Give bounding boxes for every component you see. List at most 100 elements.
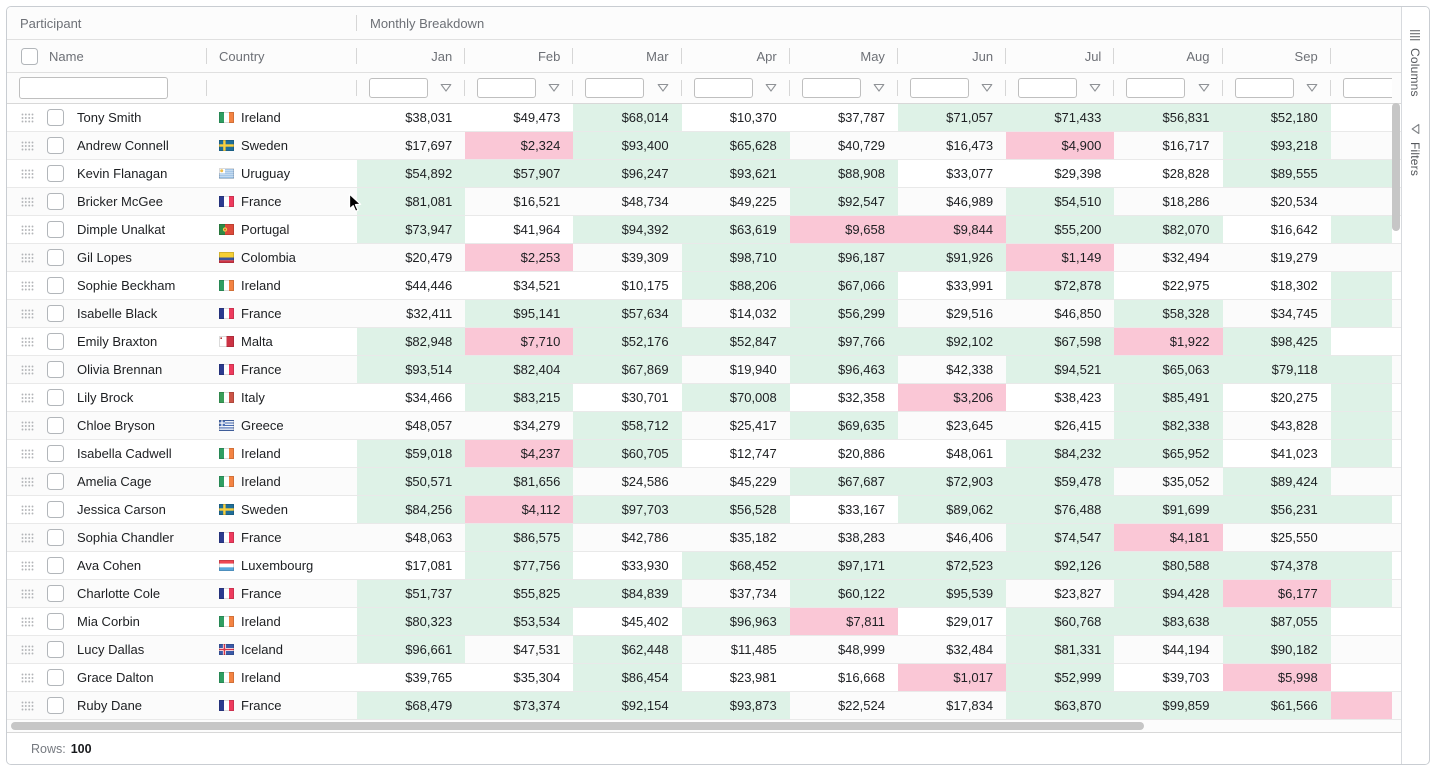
cell-apr[interactable]: $88,206 (681, 272, 790, 299)
cell-mar[interactable]: $33,930 (621, 558, 669, 573)
country-cell[interactable]: Italy (207, 384, 357, 411)
column-header-mar[interactable]: Mar (573, 40, 681, 72)
country-cell[interactable]: Iceland (207, 636, 357, 663)
cell-sep[interactable]: $18,302 (1270, 278, 1318, 293)
country-cell[interactable]: France (207, 580, 357, 607)
cell-mar[interactable]: $45,402 (621, 614, 669, 629)
column-header-aug[interactable]: Aug (1114, 40, 1222, 72)
row-checkbox[interactable] (47, 109, 64, 126)
cell-may[interactable]: $40,729 (837, 138, 885, 153)
cell-sep[interactable]: $98,425 (1222, 328, 1331, 355)
cell-apr[interactable]: $63,619 (681, 216, 790, 243)
cell-jul[interactable]: $52,999 (1006, 664, 1115, 691)
cell-jun[interactable]: $3,206 (897, 384, 1007, 411)
cell-jul[interactable]: $60,768 (1006, 608, 1115, 635)
cell-feb[interactable]: $77,756 (465, 552, 574, 579)
cell-aug[interactable]: $18,286 (1162, 194, 1210, 209)
cell-jun[interactable]: $42,338 (946, 362, 994, 377)
cell-feb[interactable]: $2,253 (465, 244, 574, 271)
tab-columns[interactable]: Columns (1408, 29, 1422, 97)
name-cell[interactable]: Charlotte Cole (7, 580, 207, 607)
country-cell[interactable]: Malta (207, 328, 357, 355)
cell-aug[interactable]: $80,588 (1114, 552, 1223, 579)
cell-feb[interactable]: $2,324 (465, 132, 574, 159)
row-drag-handle-icon[interactable] (21, 673, 34, 683)
cell-may[interactable]: $67,687 (789, 468, 898, 495)
cell-feb[interactable]: $53,534 (465, 608, 574, 635)
cell-apr[interactable]: $56,528 (681, 496, 790, 523)
cell-oct-partial[interactable] (1331, 468, 1392, 495)
row-checkbox[interactable] (47, 585, 64, 602)
row-drag-handle-icon[interactable] (21, 225, 34, 235)
cell-jan[interactable]: $96,661 (357, 636, 466, 663)
cell-aug[interactable]: $22,975 (1162, 278, 1210, 293)
cell-apr[interactable]: $37,734 (729, 586, 777, 601)
cell-sep[interactable]: $25,550 (1270, 530, 1318, 545)
filter-funnel-icon[interactable] (548, 83, 560, 93)
column-header-country[interactable]: Country (207, 40, 357, 72)
cell-may[interactable]: $88,908 (789, 160, 898, 187)
row-drag-handle-icon[interactable] (21, 365, 34, 375)
cell-feb[interactable]: $47,531 (513, 642, 561, 657)
cell-apr[interactable]: $93,621 (681, 160, 790, 187)
cell-jun[interactable]: $72,523 (897, 552, 1007, 579)
cell-jan[interactable]: $54,892 (357, 160, 466, 187)
cell-oct-partial[interactable] (1331, 328, 1392, 355)
row-checkbox[interactable] (47, 473, 64, 490)
cell-jun[interactable]: $72,903 (897, 468, 1007, 495)
filter-funnel-icon[interactable] (765, 83, 777, 93)
name-cell[interactable]: Olivia Brennan (7, 356, 207, 383)
cell-feb[interactable]: $55,825 (465, 580, 574, 607)
name-cell[interactable]: Grace Dalton (7, 664, 207, 691)
cell-may[interactable]: $32,358 (837, 390, 885, 405)
filter-funnel-icon[interactable] (1306, 83, 1318, 93)
country-cell[interactable]: France (207, 300, 357, 327)
select-all-checkbox[interactable] (21, 47, 38, 65)
cell-sep[interactable]: $19,279 (1270, 250, 1318, 265)
cell-jan[interactable]: $32,411 (406, 306, 453, 321)
cell-jan[interactable]: $59,018 (357, 440, 466, 467)
name-cell[interactable]: Sophia Chandler (7, 524, 207, 551)
cell-oct-partial[interactable] (1330, 216, 1392, 243)
cell-jan[interactable]: $51,737 (357, 580, 466, 607)
cell-aug[interactable]: $94,428 (1114, 580, 1223, 607)
column-header-sep[interactable]: Sep (1223, 40, 1331, 72)
cell-mar[interactable]: $86,454 (573, 664, 682, 691)
filter-funnel-icon[interactable] (873, 83, 885, 93)
cell-may[interactable]: $20,886 (837, 446, 885, 461)
cell-jul[interactable]: $26,415 (1054, 418, 1102, 433)
filter-funnel-icon[interactable] (981, 83, 993, 93)
cell-sep[interactable]: $87,055 (1222, 608, 1331, 635)
cell-jun[interactable]: $29,017 (946, 614, 994, 629)
name-cell[interactable]: Isabella Cadwell (7, 440, 207, 467)
cell-sep[interactable]: $20,534 (1270, 194, 1318, 209)
cell-may[interactable]: $97,171 (789, 552, 898, 579)
cell-jun[interactable]: $95,539 (897, 580, 1007, 607)
country-cell[interactable]: France (207, 356, 357, 383)
cell-feb[interactable]: $41,964 (513, 222, 561, 237)
row-checkbox[interactable] (47, 557, 64, 574)
tab-filters[interactable]: Filters (1408, 123, 1422, 176)
cell-jul[interactable]: $63,870 (1006, 692, 1115, 719)
oct-filter-input[interactable] (1342, 78, 1392, 98)
cell-feb[interactable]: $86,575 (465, 524, 574, 551)
cell-may[interactable]: $22,524 (837, 698, 885, 713)
cell-jan[interactable]: $17,081 (405, 558, 453, 573)
row-checkbox[interactable] (47, 669, 64, 686)
cell-aug[interactable]: $91,699 (1114, 496, 1223, 523)
cell-mar[interactable]: $93,400 (573, 132, 682, 159)
cell-oct-partial[interactable] (1330, 300, 1392, 327)
apr-filter-input[interactable] (693, 78, 753, 98)
country-cell[interactable]: Ireland (207, 608, 357, 635)
cell-jun[interactable]: $33,991 (946, 278, 994, 293)
row-checkbox[interactable] (47, 445, 64, 462)
name-cell[interactable]: Ruby Dane (7, 692, 207, 719)
column-header-may[interactable]: May (790, 40, 898, 72)
cell-apr[interactable]: $93,873 (681, 692, 790, 719)
row-checkbox[interactable] (47, 249, 64, 266)
row-checkbox[interactable] (47, 613, 64, 630)
name-cell[interactable]: Kevin Flanagan (7, 160, 207, 187)
cell-jul[interactable]: $55,200 (1006, 216, 1115, 243)
cell-may[interactable]: $9,658 (789, 216, 898, 243)
cell-apr[interactable]: $98,710 (681, 244, 790, 271)
